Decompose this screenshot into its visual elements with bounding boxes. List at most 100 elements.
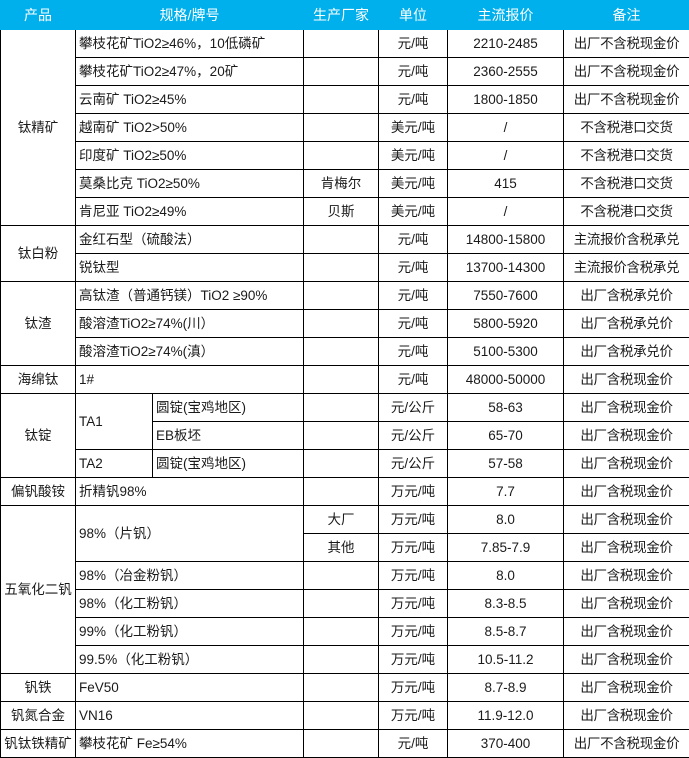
remark-cell: 出厂含税现金价	[564, 450, 689, 478]
price-cell: /	[448, 198, 564, 226]
product-cell: 钒铁	[1, 674, 76, 702]
spec-cell: 肯尼亚 TiO2≥49%	[76, 198, 304, 226]
maker-cell	[304, 86, 379, 114]
spec-cell: 1#	[76, 366, 304, 394]
product-cell: 钒氮合金	[1, 702, 76, 730]
maker-cell	[304, 366, 379, 394]
unit-cell: 万元/吨	[379, 646, 448, 674]
unit-cell: 美元/吨	[379, 198, 448, 226]
maker-cell	[304, 422, 379, 450]
product-cell: 钛渣	[1, 282, 76, 366]
maker-cell	[304, 450, 379, 478]
spec-cell: 印度矿 TiO2≥50%	[76, 142, 304, 170]
maker-cell	[304, 618, 379, 646]
unit-cell: 元/吨	[379, 366, 448, 394]
unit-cell: 元/公斤	[379, 450, 448, 478]
column-header-product: 产品	[1, 1, 76, 30]
price-cell: /	[448, 142, 564, 170]
price-cell: 7550-7600	[448, 282, 564, 310]
price-cell: 8.7-8.9	[448, 674, 564, 702]
unit-cell: 美元/吨	[379, 114, 448, 142]
price-cell: 8.3-8.5	[448, 590, 564, 618]
grade-cell: TA1	[76, 394, 153, 450]
remark-cell: 出厂含税现金价	[564, 394, 689, 422]
remark-cell: 出厂含税承兑价	[564, 310, 689, 338]
remark-cell: 不含税港口交货	[564, 114, 689, 142]
remark-cell: 出厂含税现金价	[564, 478, 689, 506]
spec-cell: 98%（冶金粉钒）	[76, 562, 304, 590]
column-header-remark: 备注	[564, 1, 689, 30]
price-cell: 8.0	[448, 506, 564, 534]
maker-cell	[304, 394, 379, 422]
grade-cell: TA2	[76, 450, 153, 478]
spec-cell: 高钛渣（普通钙镁）TiO2 ≥90%	[76, 282, 304, 310]
unit-cell: 元/吨	[379, 310, 448, 338]
unit-cell: 万元/吨	[379, 562, 448, 590]
remark-cell: 出厂含税现金价	[564, 646, 689, 674]
remark-cell: 不含税港口交货	[564, 198, 689, 226]
spec-cell: 攀枝花矿TiO2≥46%，10低磷矿	[76, 30, 304, 58]
column-header-maker: 生产厂家	[304, 1, 379, 30]
price-cell: 2210-2485	[448, 30, 564, 58]
product-cell: 钛白粉	[1, 226, 76, 282]
price-cell: 48000-50000	[448, 366, 564, 394]
spec-cell: 攀枝花矿 Fe≥54%	[76, 730, 304, 758]
price-cell: 58-63	[448, 394, 564, 422]
product-cell: 钛精矿	[1, 30, 76, 226]
remark-cell: 出厂含税现金价	[564, 562, 689, 590]
remark-cell: 出厂不含税现金价	[564, 30, 689, 58]
price-cell: 5800-5920	[448, 310, 564, 338]
unit-cell: 元/吨	[379, 282, 448, 310]
spec-cell: 99%（化工粉钒）	[76, 618, 304, 646]
price-cell: 11.9-12.0	[448, 702, 564, 730]
remark-cell: 出厂含税承兑价	[564, 338, 689, 366]
column-header-price: 主流报价	[448, 1, 564, 30]
unit-cell: 元/吨	[379, 338, 448, 366]
column-header-spec: 规格/牌号	[76, 1, 304, 30]
product-cell: 偏钒酸铵	[1, 478, 76, 506]
remark-cell: 出厂含税现金价	[564, 590, 689, 618]
remark-cell: 不含税港口交货	[564, 170, 689, 198]
maker-cell	[304, 142, 379, 170]
unit-cell: 元/公斤	[379, 394, 448, 422]
maker-cell	[304, 58, 379, 86]
spec-cell: 98%（化工粉钒）	[76, 590, 304, 618]
price-cell: 7.7	[448, 478, 564, 506]
maker-cell	[304, 226, 379, 254]
maker-cell	[304, 562, 379, 590]
remark-cell: 出厂不含税现金价	[564, 730, 689, 758]
unit-cell: 元/吨	[379, 226, 448, 254]
maker-cell	[304, 114, 379, 142]
remark-cell: 出厂不含税现金价	[564, 86, 689, 114]
remark-cell: 不含税港口交货	[564, 142, 689, 170]
spec-cell: 酸溶渣TiO2≥74%(滇）	[76, 338, 304, 366]
spec-cell: 越南矿 TiO2>50%	[76, 114, 304, 142]
maker-cell	[304, 338, 379, 366]
unit-cell: 元/吨	[379, 30, 448, 58]
unit-cell: 元/公斤	[379, 422, 448, 450]
maker-cell	[304, 478, 379, 506]
remark-cell: 出厂含税承兑价	[564, 282, 689, 310]
product-cell: 钒钛铁精矿	[1, 730, 76, 758]
unit-cell: 元/吨	[379, 730, 448, 758]
price-cell: 5100-5300	[448, 338, 564, 366]
maker-cell: 其他	[304, 534, 379, 562]
remark-cell: 出厂含税现金价	[564, 506, 689, 534]
remark-cell: 出厂含税现金价	[564, 618, 689, 646]
unit-cell: 万元/吨	[379, 618, 448, 646]
spec-cell: FeV50	[76, 674, 304, 702]
maker-cell	[304, 310, 379, 338]
unit-cell: 万元/吨	[379, 590, 448, 618]
price-cell: 8.0	[448, 562, 564, 590]
